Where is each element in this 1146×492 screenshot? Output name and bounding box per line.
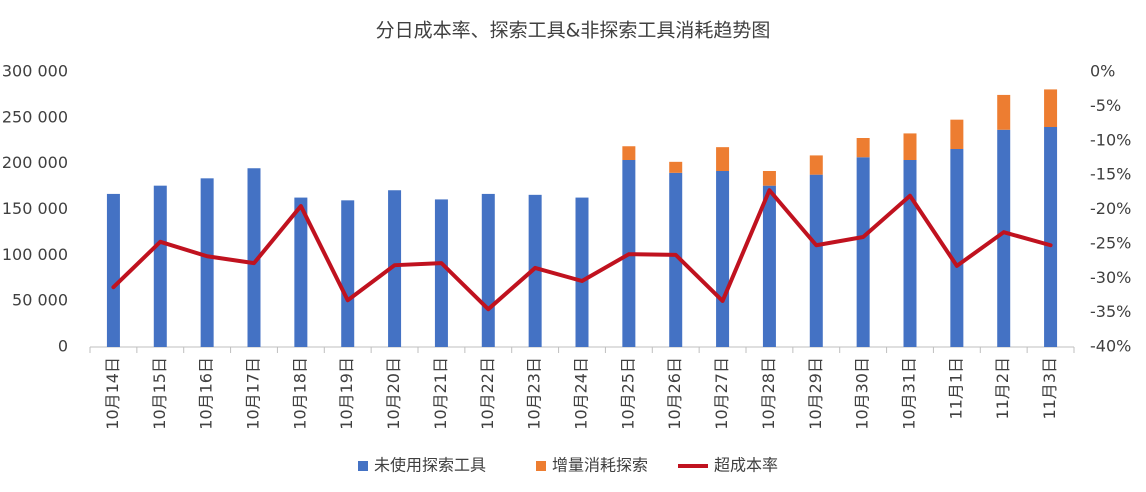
bar xyxy=(997,94,1011,130)
x-tick-label: 10月28日 xyxy=(759,357,778,430)
bar xyxy=(669,161,683,173)
bar xyxy=(950,149,964,347)
bar xyxy=(622,146,636,160)
x-tick-label: 10月29日 xyxy=(806,357,825,430)
y-tick-label: 150 000 xyxy=(2,199,68,218)
x-tick-label: 10月15日 xyxy=(150,357,169,430)
y-tick-label: 300 000 xyxy=(2,62,68,81)
y2-tick-label: -30% xyxy=(1090,268,1131,287)
legend-swatch xyxy=(536,461,546,471)
x-tick-label: 10月16日 xyxy=(197,357,216,430)
x-tick-label: 11月2日 xyxy=(993,357,1012,420)
bar xyxy=(716,147,730,171)
bar xyxy=(481,193,495,347)
bar xyxy=(106,193,120,347)
bar xyxy=(669,172,683,347)
x-tick-label: 10月31日 xyxy=(900,357,919,430)
y2-tick-label: -10% xyxy=(1090,130,1131,149)
bar xyxy=(856,138,870,158)
x-tick-label: 10月27日 xyxy=(712,357,731,430)
bar xyxy=(1044,127,1058,347)
legend-label: 增量消耗探索 xyxy=(552,456,648,475)
x-tick-label: 11月3日 xyxy=(1040,357,1059,420)
bar xyxy=(856,157,870,347)
x-tick-label: 10月26日 xyxy=(665,357,684,430)
x-tick-label: 10月23日 xyxy=(525,357,544,430)
x-tick-label: 10月21日 xyxy=(431,357,450,430)
bar xyxy=(153,185,167,347)
x-tick-label: 10月17日 xyxy=(244,357,263,430)
bar xyxy=(950,119,964,149)
bar xyxy=(809,155,823,175)
legend-label: 超成本率 xyxy=(714,456,778,475)
bar xyxy=(294,197,308,347)
bar xyxy=(809,174,823,347)
bar xyxy=(575,197,589,347)
bar xyxy=(1044,89,1058,127)
bar xyxy=(762,171,776,186)
y2-tick-label: 0% xyxy=(1090,62,1115,81)
y-tick-label: 250 000 xyxy=(2,107,68,126)
bar xyxy=(200,178,214,347)
bar xyxy=(762,185,776,347)
bar xyxy=(997,129,1011,347)
x-tick-label: 11月1日 xyxy=(946,357,965,420)
bar xyxy=(247,168,261,347)
bar xyxy=(341,200,355,347)
x-tick-label: 10月25日 xyxy=(618,357,637,430)
x-tick-label: 10月14日 xyxy=(103,357,122,430)
x-tick-label: 10月20日 xyxy=(384,357,403,430)
x-tick-label: 10月24日 xyxy=(572,357,591,430)
y2-tick-label: -40% xyxy=(1090,337,1131,356)
y2-tick-label: -20% xyxy=(1090,199,1131,218)
y-tick-label: 200 000 xyxy=(2,153,68,172)
y-tick-label: 0 xyxy=(58,337,68,356)
legend-swatch xyxy=(358,461,368,471)
x-tick-label: 10月18日 xyxy=(290,357,309,430)
x-tick-label: 10月22日 xyxy=(478,357,497,430)
y2-tick-label: -5% xyxy=(1090,96,1121,115)
x-tick-label: 10月19日 xyxy=(337,357,356,430)
y2-tick-label: -35% xyxy=(1090,302,1131,321)
bar xyxy=(528,194,542,347)
y-tick-label: 100 000 xyxy=(2,245,68,264)
bar xyxy=(903,160,917,347)
y2-tick-label: -15% xyxy=(1090,165,1131,184)
y2-tick-label: -25% xyxy=(1090,233,1131,252)
line xyxy=(111,188,1053,312)
legend-label: 未使用探索工具 xyxy=(374,456,486,475)
y-tick-label: 50 000 xyxy=(12,291,68,310)
bar xyxy=(716,171,730,347)
x-tick-label: 10月30日 xyxy=(853,357,872,430)
bar xyxy=(903,133,917,160)
bar xyxy=(434,199,448,347)
bar xyxy=(388,190,402,347)
chart-title: 分日成本率、探索工具&非探索工具消耗趋势图 xyxy=(376,20,771,42)
